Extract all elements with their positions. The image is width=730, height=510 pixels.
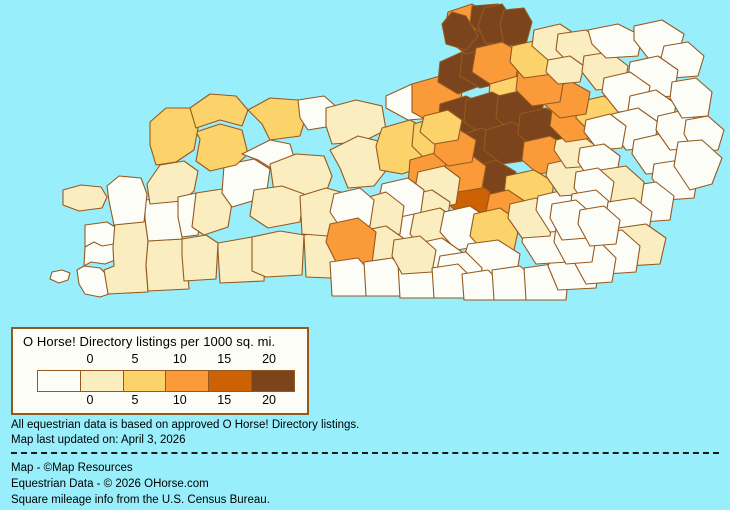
- legend-swatch-5: [252, 371, 294, 391]
- county-shapes: [50, 4, 724, 300]
- legend: O Horse! Directory listings per 1000 sq.…: [11, 327, 309, 415]
- county-muhlenberg[interactable]: [250, 186, 304, 228]
- county-mccracken[interactable]: [63, 185, 107, 211]
- legend-swatch-2: [123, 371, 167, 391]
- county-robertson[interactable]: [546, 56, 584, 84]
- county-henderson[interactable]: [190, 94, 248, 128]
- legend-ticks-top: 0 5 10 15 20: [38, 352, 306, 367]
- county-breckinridge[interactable]: [326, 100, 386, 144]
- legend-title: O Horse! Directory listings per 1000 sq.…: [23, 334, 276, 349]
- legend-tick-top-0: 0: [86, 352, 94, 366]
- legend-tick-top-1: 5: [131, 352, 139, 366]
- county-webster[interactable]: [196, 124, 248, 171]
- county-trigg[interactable]: [182, 235, 218, 281]
- legend-swatch-0: [38, 371, 81, 391]
- county-union[interactable]: [150, 108, 198, 165]
- legend-swatch-3: [166, 371, 210, 391]
- note-data-source: All equestrian data is based on approved…: [11, 419, 360, 431]
- credit-map: Map - ©Map Resources: [11, 462, 133, 474]
- legend-tick-top-2: 10: [172, 352, 187, 366]
- dashed-divider: [11, 452, 719, 454]
- county-boone[interactable]: [442, 12, 478, 50]
- legend-tick-bottom-4: 20: [262, 393, 276, 407]
- legend-ticks-bottom: 0 5 10 15 20: [38, 393, 306, 408]
- legend-tick-bottom-3: 15: [217, 393, 232, 407]
- county-spencer[interactable]: [420, 110, 462, 144]
- note-last-updated: Map last updated on: April 3, 2026: [11, 434, 186, 446]
- county-fulton[interactable]: [50, 270, 70, 283]
- county-pike[interactable]: [674, 140, 722, 190]
- legend-swatch-4: [209, 371, 253, 391]
- county-daviess[interactable]: [248, 98, 306, 140]
- county-lewis[interactable]: [588, 24, 642, 58]
- county-leslie[interactable]: [578, 206, 620, 246]
- credits: Map - ©Map Resources Equestrian Data - ©…: [11, 460, 711, 508]
- legend-tick-top-3: 15: [217, 352, 232, 366]
- legend-tick-bottom-0: 0: [86, 393, 94, 407]
- legend-color-bar: [37, 370, 295, 392]
- county-grayson[interactable]: [330, 136, 388, 188]
- county-livingston[interactable]: [107, 176, 147, 225]
- credit-equestrian-data: Equestrian Data - © 2026 OHorse.com: [11, 478, 209, 490]
- legend-swatch-1: [80, 371, 124, 391]
- county-edmonson[interactable]: [330, 188, 374, 230]
- kentucky-county-map: [0, 0, 730, 320]
- legend-tick-bottom-1: 5: [131, 393, 139, 407]
- county-todd[interactable]: [252, 231, 304, 277]
- legend-tick-bottom-2: 10: [172, 393, 187, 407]
- county-campbell[interactable]: [500, 8, 532, 46]
- legend-tick-top-4: 20: [262, 352, 276, 366]
- county-carlisle[interactable]: [84, 242, 115, 266]
- data-notes: All equestrian data is based on approved…: [11, 418, 711, 448]
- credit-census: Square mileage info from the U.S. Census…: [11, 494, 270, 506]
- county-menifee[interactable]: [584, 114, 626, 150]
